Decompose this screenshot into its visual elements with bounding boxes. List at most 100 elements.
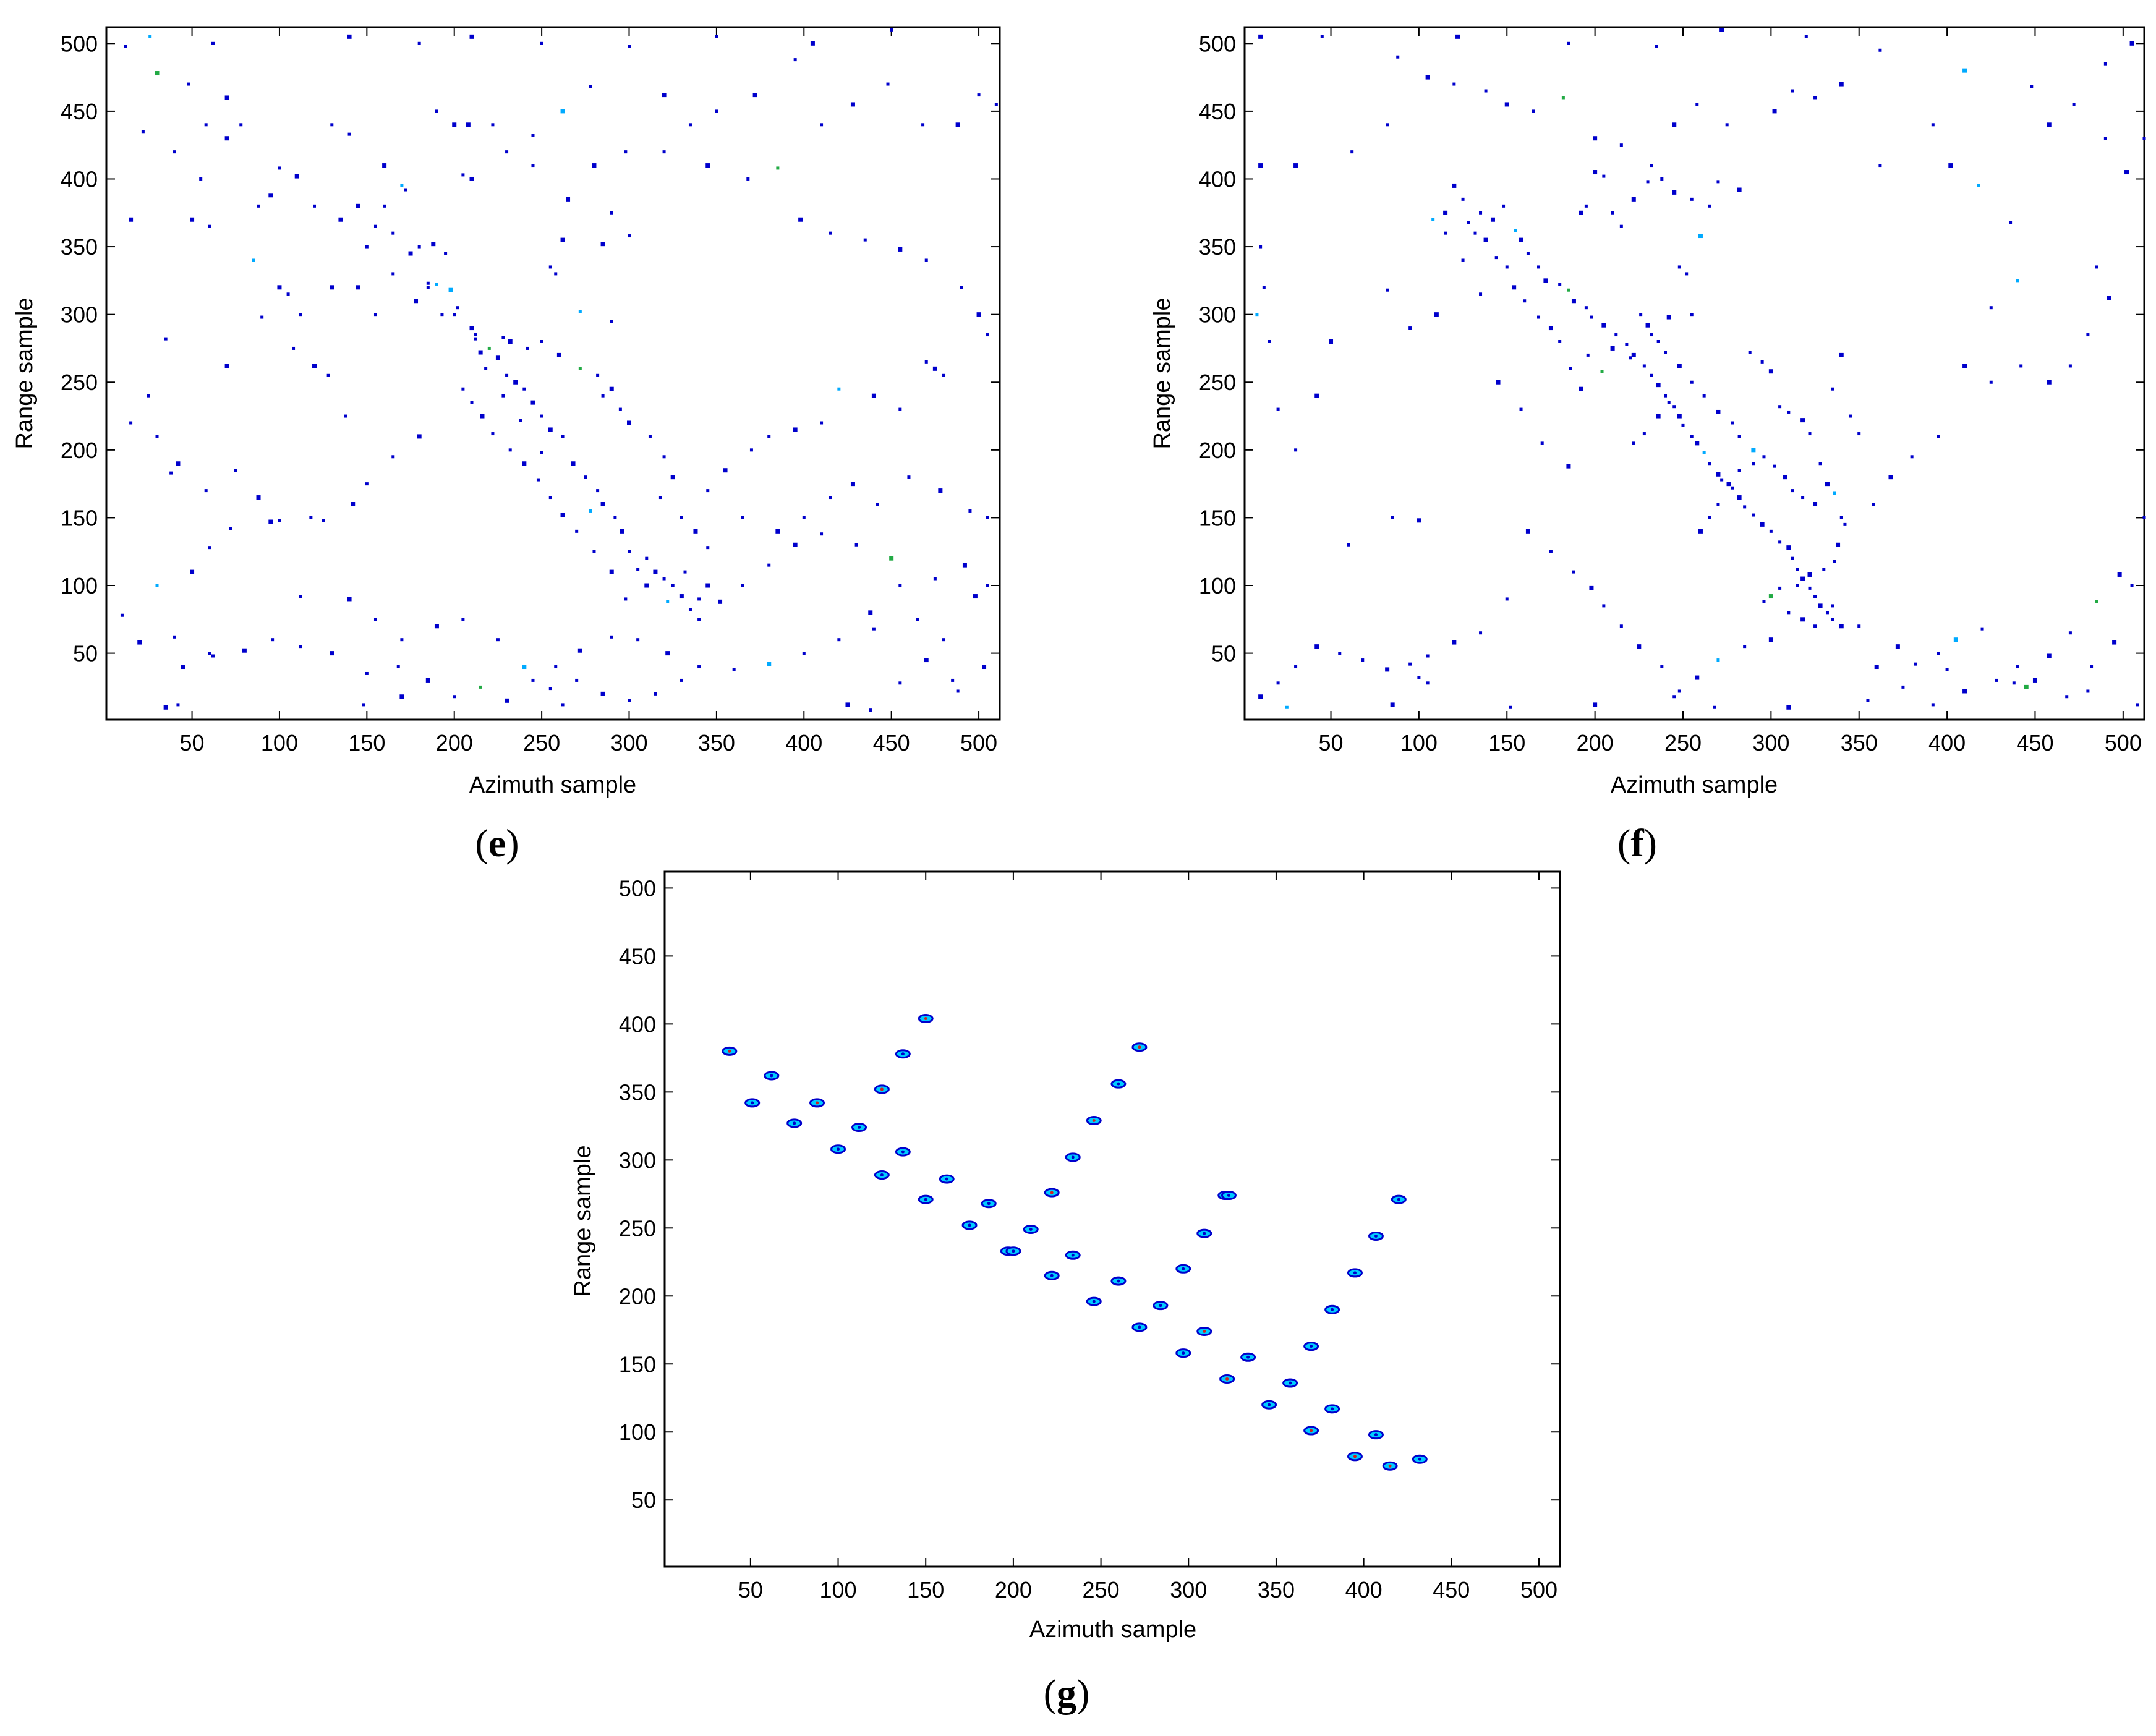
- data-point-e: [536, 478, 540, 482]
- data-point-f: [1713, 705, 1716, 709]
- data-point-core-g: [1182, 1267, 1185, 1270]
- data-point-e: [898, 247, 903, 252]
- data-point-f: [1833, 560, 1836, 563]
- data-point-f: [1361, 658, 1365, 662]
- data-point-f: [1276, 681, 1280, 685]
- data-point-e: [124, 45, 127, 48]
- data-point-e: [578, 367, 582, 370]
- data-point-e: [697, 618, 701, 621]
- data-point-e: [956, 689, 960, 693]
- data-point-e: [461, 618, 465, 621]
- data-point-e: [628, 550, 631, 553]
- data-point-f: [1768, 369, 1773, 374]
- data-point-f: [2136, 703, 2139, 707]
- data-point-f: [1646, 180, 1650, 184]
- data-point-e: [155, 435, 159, 438]
- data-point-f: [1787, 611, 1791, 615]
- data-point-f: [1910, 455, 1914, 459]
- data-point-f: [1579, 210, 1583, 215]
- data-point-e: [466, 122, 471, 127]
- data-point-e: [986, 333, 989, 337]
- data-point-e: [452, 122, 457, 127]
- data-point-e: [540, 339, 543, 343]
- data-point-e: [505, 698, 509, 703]
- y-tick-label-e: 250: [61, 370, 98, 395]
- x-tick-label-e: 350: [698, 730, 735, 755]
- y-axis-label-f: Range sample: [1149, 297, 1175, 449]
- data-point-f: [1690, 313, 1694, 317]
- data-point-e: [383, 204, 386, 208]
- data-point-e: [173, 635, 176, 639]
- data-point-f: [1385, 667, 1390, 672]
- data-point-e: [120, 613, 124, 617]
- data-point-f: [1276, 407, 1280, 411]
- data-point-f: [1708, 462, 1711, 466]
- data-point-core-g: [1092, 1300, 1096, 1303]
- data-point-f: [1664, 394, 1668, 398]
- data-point-f: [1839, 82, 1844, 87]
- data-point-f: [1977, 184, 1980, 187]
- y-tick-label-e: 300: [61, 302, 98, 328]
- data-point-e: [968, 509, 972, 513]
- data-point-f: [1461, 197, 1465, 201]
- x-tick-label-g: 500: [1520, 1577, 1557, 1602]
- data-point-f: [1666, 315, 1671, 320]
- data-point-e: [662, 577, 666, 581]
- data-point-f: [1778, 540, 1782, 544]
- x-tick-label-f: 100: [1400, 730, 1438, 755]
- data-point-e: [575, 529, 579, 533]
- panel-label-g-letter: g: [1057, 1671, 1076, 1715]
- data-point-f: [2095, 600, 2098, 603]
- data-point-e: [461, 387, 465, 391]
- data-point-f: [2024, 684, 2029, 689]
- x-tick-label-f: 250: [1664, 730, 1702, 755]
- data-point-f: [1813, 595, 1817, 598]
- data-point-core-g: [880, 1087, 884, 1091]
- data-point-core-g: [901, 1150, 905, 1154]
- data-point-f: [1548, 326, 1553, 331]
- x-tick-label-e: 250: [523, 730, 560, 755]
- data-point-e: [548, 265, 552, 269]
- data-point-f: [1484, 89, 1488, 93]
- data-point-e: [560, 237, 565, 242]
- data-point-e: [163, 705, 168, 710]
- data-point-f: [1571, 299, 1576, 304]
- data-point-e: [752, 93, 757, 98]
- x-tick-label-g: 300: [1170, 1577, 1207, 1602]
- data-point-e: [876, 503, 879, 506]
- data-point-f: [1467, 221, 1470, 224]
- data-point-e: [176, 703, 180, 707]
- data-point-f: [1848, 414, 1852, 418]
- data-point-e: [396, 665, 400, 669]
- data-point-core-g: [1159, 1304, 1162, 1308]
- data-point-f: [1677, 689, 1681, 693]
- data-point-core-g: [1353, 1455, 1357, 1458]
- data-point-f: [1878, 48, 1882, 52]
- data-point-e: [924, 258, 928, 262]
- data-point-f: [2068, 631, 2072, 635]
- data-point-e: [522, 665, 527, 670]
- data-point-e: [204, 123, 208, 127]
- data-point-e: [268, 193, 273, 198]
- data-point-e: [330, 123, 334, 127]
- data-point-f: [1716, 472, 1721, 477]
- data-point-e: [278, 519, 281, 522]
- data-point-f: [1329, 339, 1334, 344]
- data-point-e: [718, 599, 723, 604]
- data-point-f: [1589, 585, 1594, 590]
- data-point-e: [526, 346, 529, 350]
- x-tick-label-f: 200: [1577, 730, 1614, 755]
- y-tick-label-f: 500: [1199, 31, 1236, 56]
- data-point-f: [1496, 380, 1501, 385]
- data-point-e: [592, 163, 597, 168]
- data-point-f: [1586, 353, 1590, 357]
- data-point-f: [1502, 204, 1506, 208]
- data-point-e: [688, 123, 692, 127]
- data-point-f: [1431, 218, 1435, 221]
- data-point-e: [176, 461, 181, 466]
- data-point-f: [1804, 35, 1808, 38]
- data-point-f: [1479, 292, 1483, 296]
- data-point-e: [257, 204, 260, 208]
- data-point-e: [496, 638, 500, 642]
